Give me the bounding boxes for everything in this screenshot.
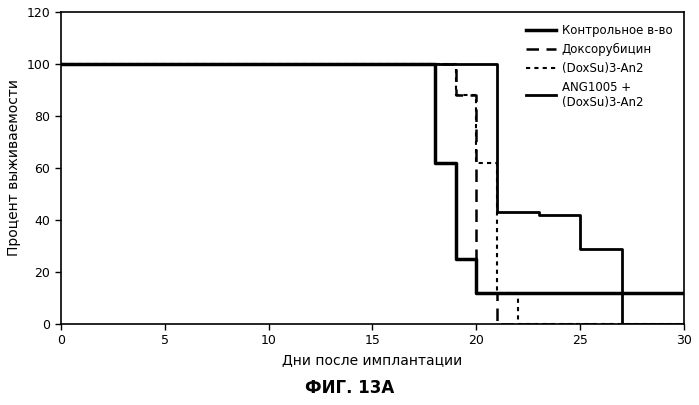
Legend: Контрольное в-во, Доксорубицин, (DoxSu)3-An2, ANG1005 +
(DoxSu)3-An2: Контрольное в-во, Доксорубицин, (DoxSu)3… bbox=[520, 18, 678, 115]
Y-axis label: Процент выживаемости: Процент выживаемости bbox=[7, 79, 21, 256]
Text: ФИГ. 13А: ФИГ. 13А bbox=[305, 379, 394, 397]
X-axis label: Дни после имплантации: Дни после имплантации bbox=[282, 353, 463, 367]
